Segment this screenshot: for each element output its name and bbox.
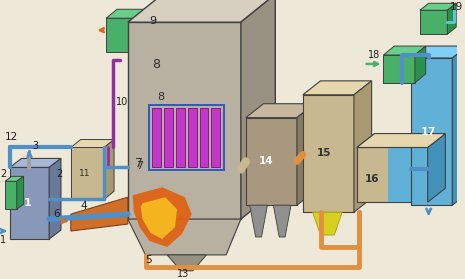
Polygon shape xyxy=(428,134,445,202)
Text: 5: 5 xyxy=(146,255,152,265)
Polygon shape xyxy=(303,81,372,95)
Polygon shape xyxy=(388,148,428,202)
Polygon shape xyxy=(71,140,114,148)
Polygon shape xyxy=(5,176,24,181)
Polygon shape xyxy=(141,9,153,52)
Text: 1: 1 xyxy=(24,198,32,208)
Polygon shape xyxy=(297,104,315,205)
Text: 12: 12 xyxy=(5,131,18,141)
Polygon shape xyxy=(411,58,452,205)
Polygon shape xyxy=(354,81,372,212)
Polygon shape xyxy=(140,197,177,239)
Polygon shape xyxy=(420,3,456,10)
Polygon shape xyxy=(303,95,354,212)
Polygon shape xyxy=(10,167,49,239)
Polygon shape xyxy=(212,108,220,167)
Polygon shape xyxy=(153,108,161,167)
Text: 13: 13 xyxy=(177,269,189,279)
Polygon shape xyxy=(384,46,426,55)
Text: 7: 7 xyxy=(136,161,143,171)
Polygon shape xyxy=(199,108,208,167)
Polygon shape xyxy=(241,0,275,219)
Text: 7: 7 xyxy=(135,157,143,170)
Polygon shape xyxy=(357,134,445,148)
Polygon shape xyxy=(106,9,153,18)
Polygon shape xyxy=(128,22,241,219)
Text: 9: 9 xyxy=(149,16,157,26)
Polygon shape xyxy=(128,0,275,22)
Text: 8: 8 xyxy=(153,58,160,71)
Text: 3: 3 xyxy=(33,141,39,151)
Text: 16: 16 xyxy=(365,174,379,184)
Text: 8: 8 xyxy=(157,92,165,102)
Polygon shape xyxy=(420,10,447,34)
Text: 2: 2 xyxy=(0,169,6,179)
Polygon shape xyxy=(49,158,61,239)
Text: 14: 14 xyxy=(259,157,274,166)
Polygon shape xyxy=(428,134,445,202)
Polygon shape xyxy=(71,148,104,199)
Polygon shape xyxy=(167,255,206,271)
Polygon shape xyxy=(133,187,192,247)
Polygon shape xyxy=(452,46,465,205)
Polygon shape xyxy=(411,46,465,58)
Text: 10: 10 xyxy=(116,97,128,107)
Polygon shape xyxy=(384,55,415,83)
Text: 19: 19 xyxy=(450,2,464,12)
Polygon shape xyxy=(357,148,428,202)
Text: 1: 1 xyxy=(0,235,6,245)
Polygon shape xyxy=(188,108,197,167)
Polygon shape xyxy=(357,134,445,148)
Polygon shape xyxy=(106,18,141,52)
Polygon shape xyxy=(250,205,267,237)
Polygon shape xyxy=(128,219,241,255)
Text: 11: 11 xyxy=(79,169,90,178)
Text: 15: 15 xyxy=(317,148,332,158)
Polygon shape xyxy=(5,181,17,209)
Polygon shape xyxy=(415,46,426,83)
Polygon shape xyxy=(447,3,456,34)
Polygon shape xyxy=(176,108,185,167)
Polygon shape xyxy=(164,108,173,167)
Text: 2: 2 xyxy=(56,169,62,179)
Polygon shape xyxy=(312,212,342,235)
Text: 4: 4 xyxy=(80,201,87,211)
Text: 18: 18 xyxy=(368,50,380,60)
Text: 6: 6 xyxy=(53,209,60,219)
Polygon shape xyxy=(71,197,128,231)
Text: 17: 17 xyxy=(421,127,437,137)
Polygon shape xyxy=(10,158,61,167)
Polygon shape xyxy=(246,104,315,118)
Polygon shape xyxy=(273,205,291,237)
Polygon shape xyxy=(17,176,24,209)
Polygon shape xyxy=(246,118,297,205)
Polygon shape xyxy=(104,140,114,199)
